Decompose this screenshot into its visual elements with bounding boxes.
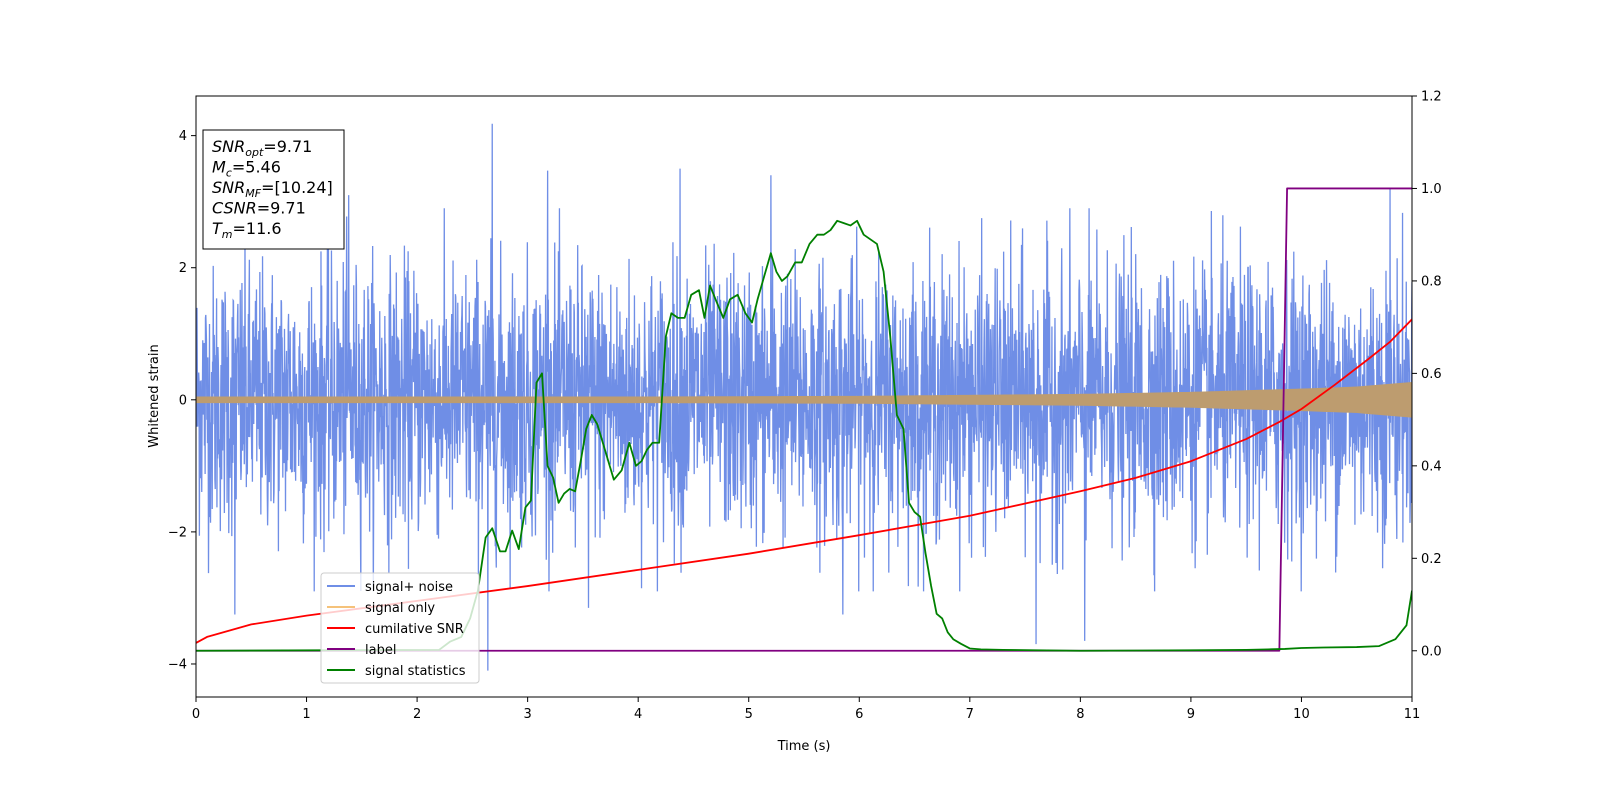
- legend-entry: signal+ noise: [365, 580, 453, 595]
- info-line: SNRMF=[10.24]: [212, 178, 333, 200]
- x-tick-label: 5: [745, 707, 753, 722]
- y2-tick-label: 0.4: [1421, 459, 1442, 474]
- legend-entry: cumilative SNR: [365, 622, 464, 637]
- y-tick-label: 4: [179, 129, 187, 144]
- y-axis-label: Whitened strain: [147, 344, 162, 447]
- info-box-frame: [202, 129, 345, 250]
- y-tick-label: −2: [168, 525, 187, 540]
- y2-tick-label: 0.0: [1421, 644, 1442, 659]
- y-axis-left: −4 −2 0 2 4: [168, 129, 196, 672]
- y2-tick-label: 1.2: [1421, 90, 1442, 105]
- y2-tick-label: 0.2: [1421, 552, 1442, 567]
- x-tick-label: 11: [1404, 707, 1421, 722]
- series-signal-only: [196, 381, 1412, 418]
- y2-tick-label: 1.0: [1421, 182, 1442, 197]
- series-label: [196, 187, 1412, 652]
- x-tick-label: 9: [1187, 707, 1195, 722]
- series-signal-noise: [196, 123, 1412, 671]
- info-line: Tm=11.6: [212, 219, 282, 241]
- plot-area: [196, 123, 1412, 671]
- y-axis-right: 0.0 0.2 0.4 0.6 0.8 1.0 1.2: [1412, 90, 1442, 659]
- x-axis: 0 1 2 3 4 5 6 7 8 9 10 11: [192, 697, 1420, 722]
- x-tick-label: 7: [966, 707, 974, 722]
- legend-frame: [320, 572, 480, 684]
- x-tick-label: 1: [302, 707, 310, 722]
- x-tick-label: 2: [413, 707, 421, 722]
- info-line: Mc=5.46: [212, 158, 281, 180]
- legend-entry: label: [365, 643, 396, 658]
- legend: signal+ noise signal only cumilative SNR la…: [320, 572, 480, 684]
- x-axis-label: Time (s): [777, 739, 831, 754]
- x-tick-label: 4: [634, 707, 642, 722]
- x-tick-label: 0: [192, 707, 200, 722]
- y-tick-label: 2: [179, 261, 187, 276]
- x-tick-label: 6: [855, 707, 863, 722]
- y-tick-label: −4: [168, 657, 187, 672]
- legend-entry: signal only: [365, 601, 435, 616]
- x-tick-label: 3: [523, 707, 531, 722]
- plot-frame: [195, 95, 1413, 698]
- info-line: CSNR=9.71: [212, 199, 306, 218]
- info-line: SNRopt=9.71: [212, 137, 312, 159]
- y2-tick-label: 0.8: [1421, 274, 1442, 289]
- series-signal-statistics: [196, 219, 1412, 652]
- y-tick-label: 0: [179, 393, 187, 408]
- x-tick-label: 10: [1293, 707, 1310, 722]
- legend-entry: signal statistics: [365, 664, 466, 679]
- y2-tick-label: 0.6: [1421, 367, 1442, 382]
- info-box: SNRopt=9.71Mc=5.46SNRMF=[10.24]CSNR=9.71…: [202, 129, 345, 250]
- x-tick-label: 8: [1076, 707, 1084, 722]
